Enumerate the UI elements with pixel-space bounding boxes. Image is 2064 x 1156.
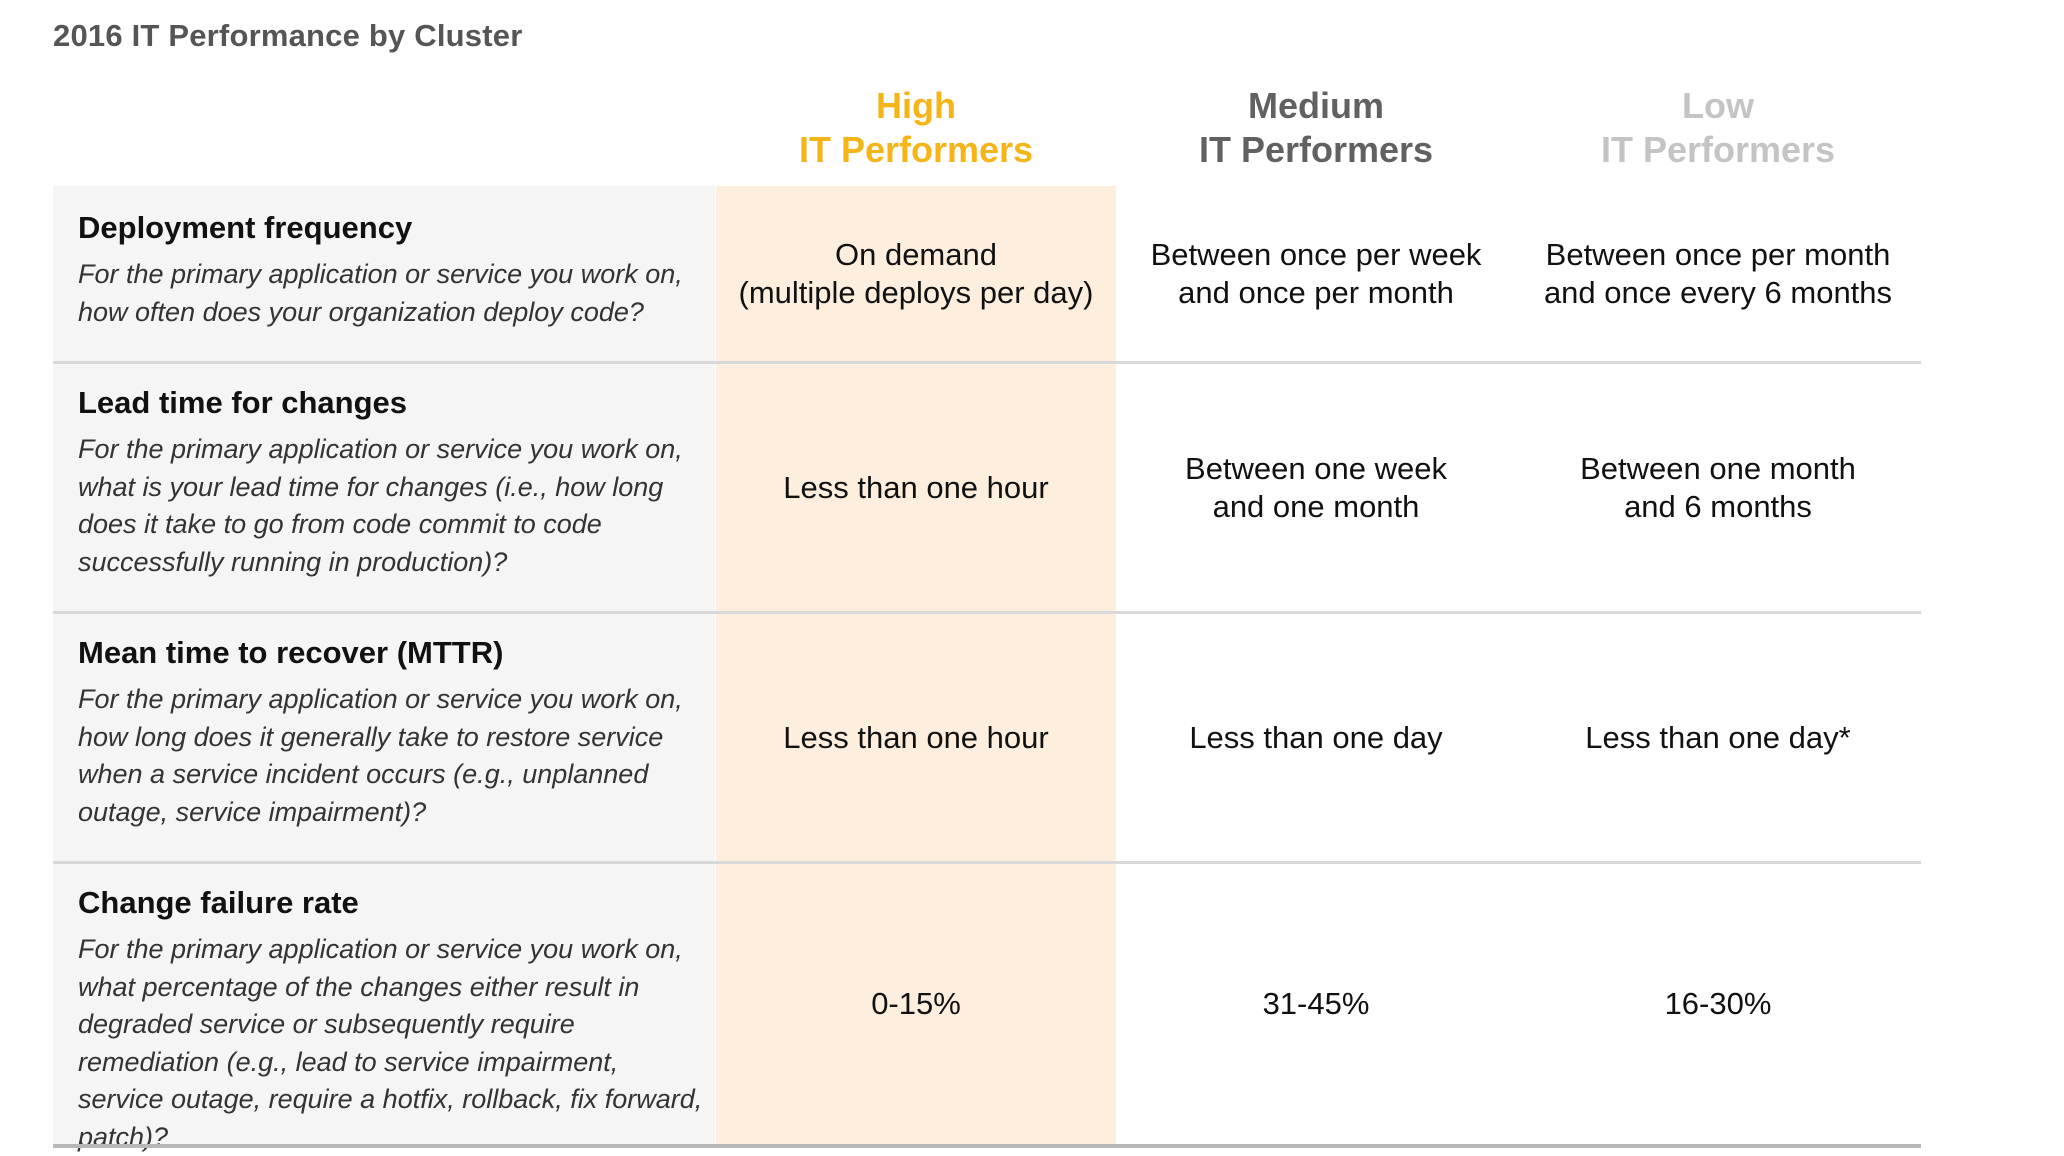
cell-line: Less than one day (1189, 720, 1443, 755)
cell-line: Less than one hour (783, 720, 1049, 755)
cell-line: 31-45% (1262, 986, 1370, 1021)
row-divider (53, 361, 1921, 364)
cell-line: 0-15% (871, 986, 961, 1021)
cell-line: Between one month (1580, 451, 1856, 486)
row-lead-time-label: Lead time for changes For the primary ap… (78, 383, 708, 581)
cell-mttr-low: Less than one day* (1518, 614, 1918, 862)
column-header-low: Low IT Performers (1518, 84, 1918, 172)
metric-name: Mean time to recover (MTTR) (78, 635, 504, 670)
cell-line: and one month (1212, 489, 1420, 524)
row-mttr-label: Mean time to recover (MTTR) For the prim… (78, 633, 708, 831)
column-header-high-line2: IT Performers (798, 129, 1034, 170)
cell-line: Between one week (1185, 451, 1447, 486)
cell-change-failure-low: 16-30% (1518, 864, 1918, 1144)
cell-line: On demand (834, 237, 997, 272)
cell-mttr-high: Less than one hour (716, 614, 1116, 862)
cell-lead-time-medium: Between one week and one month (1116, 364, 1516, 612)
cell-mttr-medium: Less than one day (1116, 614, 1516, 862)
column-header-low-line1: Low (1682, 85, 1754, 126)
column-header-high: High IT Performers (716, 84, 1116, 172)
cell-line: Less than one hour (783, 470, 1049, 505)
metric-name: Lead time for changes (78, 385, 408, 420)
column-header-medium-line2: IT Performers (1198, 129, 1434, 170)
metric-question: For the primary application or service y… (78, 434, 683, 577)
metric-question: For the primary application or service y… (78, 684, 683, 827)
column-header-high-line1: High (876, 85, 956, 126)
cell-line: Between once per week (1150, 237, 1482, 272)
row-divider (53, 611, 1921, 614)
cell-line: Less than one day* (1585, 720, 1851, 755)
row-deployment-frequency-label: Deployment frequency For the primary app… (78, 208, 708, 331)
page-title: 2016 IT Performance by Cluster (53, 18, 523, 53)
cell-deployment-frequency-medium: Between once per week and once per month (1116, 186, 1516, 362)
cell-change-failure-medium: 31-45% (1116, 864, 1516, 1144)
cell-lead-time-low: Between one month and 6 months (1518, 364, 1918, 612)
column-header-medium-line1: Medium (1247, 85, 1384, 126)
cell-line: and once per month (1178, 275, 1454, 310)
cell-line: (multiple deploys per day) (738, 275, 1094, 310)
cell-line: and once every 6 months (1543, 275, 1893, 310)
cell-lead-time-high: Less than one hour (716, 364, 1116, 612)
row-divider (53, 861, 1921, 864)
column-header-medium: Medium IT Performers (1116, 84, 1516, 172)
metric-question: For the primary application or service y… (78, 934, 703, 1152)
cell-line: Between once per month (1545, 237, 1891, 272)
high-column-highlight (716, 186, 1116, 1146)
metric-name: Deployment frequency (78, 210, 413, 245)
label-column-background (53, 186, 715, 1146)
cell-line: and 6 months (1624, 489, 1812, 524)
cell-change-failure-high: 0-15% (716, 864, 1116, 1144)
cell-deployment-frequency-high: On demand (multiple deploys per day) (716, 186, 1116, 362)
row-change-failure-label: Change failure rate For the primary appl… (78, 883, 708, 1156)
column-header-low-line2: IT Performers (1600, 129, 1836, 170)
table-bottom-rule (53, 1144, 1921, 1148)
metric-question: For the primary application or service y… (78, 259, 683, 327)
cell-deployment-frequency-low: Between once per month and once every 6 … (1518, 186, 1918, 362)
metric-name: Change failure rate (78, 885, 359, 920)
cell-line: 16-30% (1664, 986, 1772, 1021)
